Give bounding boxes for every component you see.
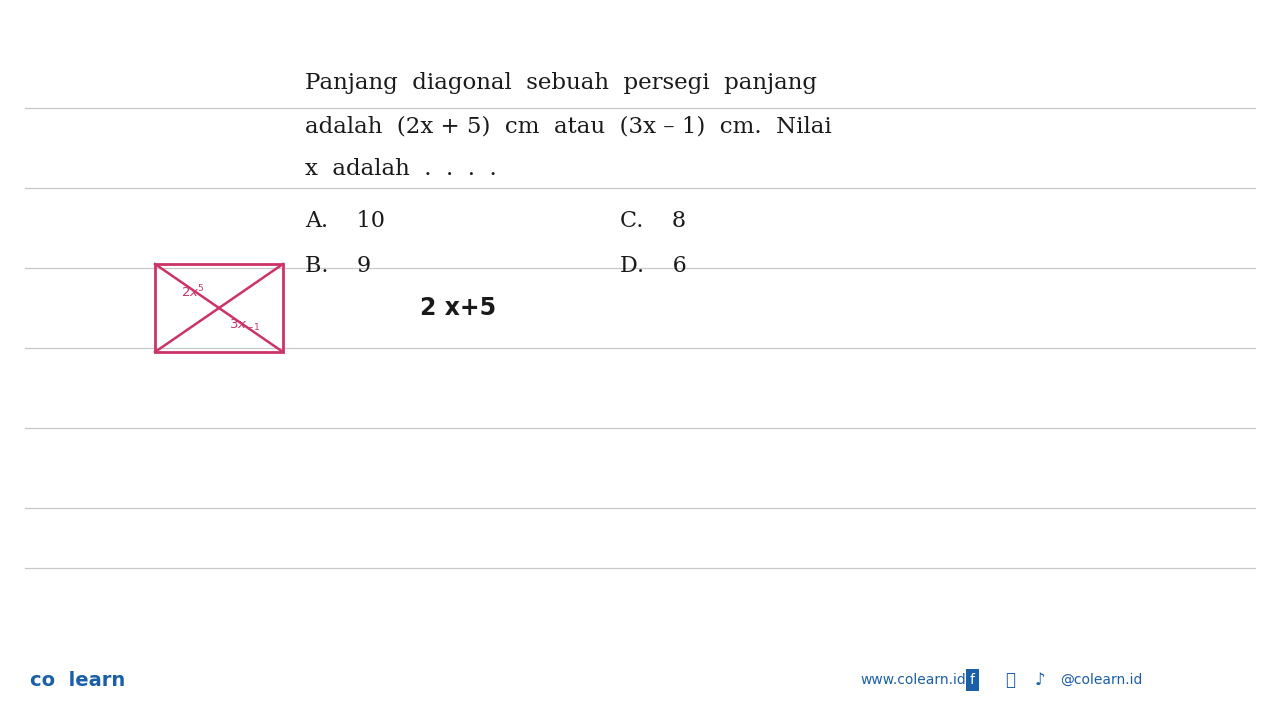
Text: co  learn: co learn [29,670,125,690]
Text: www.colearn.id: www.colearn.id [860,673,965,687]
Text: $2x^5$: $2x^5$ [182,284,205,300]
Text: x  adalah  .  .  .  .: x adalah . . . . [305,158,497,180]
Text: 2 x+5: 2 x+5 [420,296,497,320]
Text: Panjang  diagonal  sebuah  persegi  panjang: Panjang diagonal sebuah persegi panjang [305,72,817,94]
Text: ♪: ♪ [1036,671,1046,689]
Text: adalah  (2x + 5)  cm  atau  (3x – 1)  cm.  Nilai: adalah (2x + 5) cm atau (3x – 1) cm. Nil… [305,115,832,137]
Text: @colearn.id: @colearn.id [1060,673,1142,687]
Text: A.    10: A. 10 [305,210,385,232]
Text: ⓞ: ⓞ [1005,671,1015,689]
Text: $3x_{-1}$: $3x_{-1}$ [229,318,260,333]
Text: f: f [970,673,975,687]
Bar [155,264,283,352]
Text: C.    8: C. 8 [620,210,686,232]
Text: D.    6: D. 6 [620,255,687,277]
Text: B.    9: B. 9 [305,255,371,277]
